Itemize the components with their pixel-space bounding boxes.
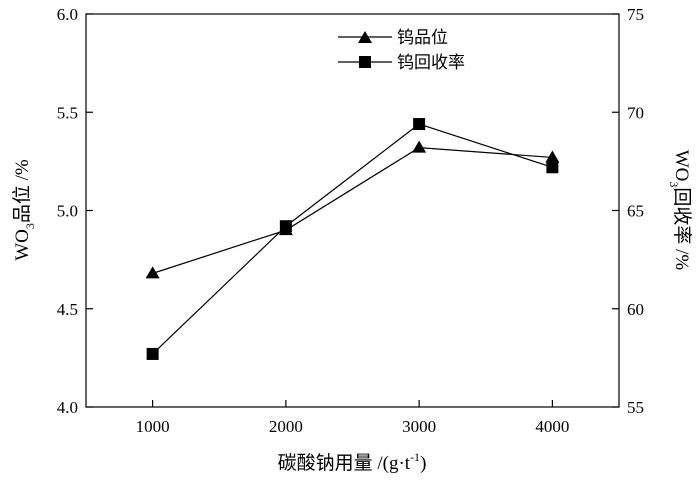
ticks bbox=[86, 13, 619, 408]
legend-marker-square bbox=[359, 56, 371, 68]
tick-labels: 1000 2000 3000 4000 4.0 4.5 5.0 5.5 6.0 55 60 65 70 7… bbox=[57, 5, 644, 436]
y-axis-left-title: WO3品位 /% bbox=[11, 159, 37, 261]
data-point-triangle bbox=[412, 140, 427, 153]
y-right-tick-label: 75 bbox=[627, 5, 644, 24]
y-right-tick-label: 65 bbox=[627, 202, 644, 221]
x-tick-label: 4000 bbox=[535, 417, 569, 436]
x-axis-title-sup: -1 bbox=[410, 450, 420, 464]
y-axis-right-title-post: 回收率 /% bbox=[671, 187, 693, 270]
y-left-tick-label: 4.0 bbox=[57, 398, 78, 417]
data-point-triangle bbox=[545, 150, 560, 163]
y-left-tick-label: 4.5 bbox=[57, 300, 78, 319]
data-point-triangle bbox=[145, 266, 160, 279]
x-tick-label: 1000 bbox=[136, 417, 170, 436]
data-point-square bbox=[413, 118, 426, 131]
plot-frame bbox=[85, 13, 620, 408]
x-axis-title-main: 碳酸钠用量 /(g·t bbox=[278, 452, 411, 474]
y-right-tick-label: 70 bbox=[627, 103, 644, 122]
data-point-square bbox=[546, 161, 559, 174]
legend-label-recovery: 钨回收率 bbox=[397, 53, 465, 72]
y-right-tick-label: 55 bbox=[627, 398, 644, 417]
y-axis-left-title-post: 品位 /% bbox=[11, 159, 33, 223]
series-markers bbox=[145, 118, 560, 360]
y-left-tick-label: 6.0 bbox=[57, 5, 78, 24]
y-axis-right-title-sub: 3 bbox=[667, 181, 681, 187]
legend: 钨品位 钨回收率 bbox=[338, 28, 465, 72]
legend-marker-triangle bbox=[358, 31, 372, 43]
data-point-square bbox=[279, 220, 292, 233]
x-axis-title-close: ) bbox=[420, 453, 426, 474]
series-line-triangle bbox=[152, 147, 553, 274]
x-tick-label: 3000 bbox=[402, 417, 436, 436]
x-axis-title: 碳酸钠用量 /(g·t-1) bbox=[278, 450, 427, 474]
series-lines bbox=[152, 123, 553, 355]
y-axis-right-title-pre: WO bbox=[671, 150, 692, 182]
y-axis-left-title-pre: WO bbox=[12, 229, 33, 261]
y-left-tick-label: 5.5 bbox=[57, 103, 78, 122]
y-right-tick-label: 60 bbox=[627, 300, 644, 319]
x-tick-label: 2000 bbox=[269, 417, 303, 436]
series-line-square bbox=[152, 123, 553, 355]
y-axis-right-title: WO3回收率 /% bbox=[667, 150, 693, 271]
legend-label-grade: 钨品位 bbox=[397, 28, 448, 47]
y-axis-left-title-sub: 3 bbox=[23, 223, 37, 229]
y-left-tick-label: 5.0 bbox=[57, 202, 78, 221]
data-point-square bbox=[146, 347, 159, 360]
